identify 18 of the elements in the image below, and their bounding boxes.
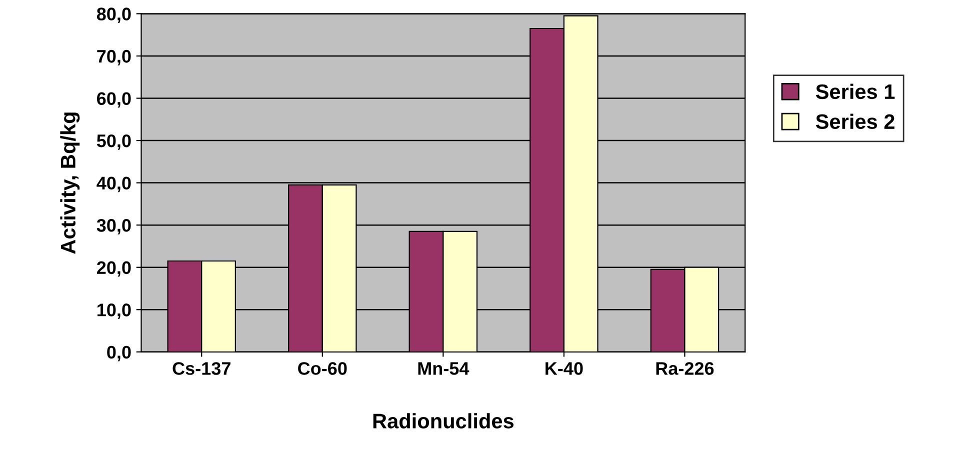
- x-tick-label: Cs-137: [172, 362, 230, 375]
- x-axis-title: Radionuclides: [373, 413, 514, 428]
- x-tick-label: Co-60: [298, 362, 347, 375]
- y-tick-label: 40,0: [96, 176, 131, 192]
- legend-label: Series 1: [816, 84, 895, 100]
- y-tick-label: 50,0: [96, 134, 131, 150]
- legend-label: Series 2: [816, 114, 894, 130]
- y-tick-label: 80,0: [96, 8, 131, 24]
- y-tick-label: 70,0: [97, 50, 131, 66]
- y-tick-label: 10,0: [98, 304, 131, 319]
- x-tick-label: K-40: [546, 362, 583, 375]
- y-tick-label: 60,0: [97, 92, 131, 108]
- x-tick-label: Mn-54: [418, 362, 470, 375]
- x-tick-label: Ra-226: [656, 362, 714, 375]
- y-axis-title: Activity, Bq/kg: [60, 112, 80, 254]
- y-tick-label: 0,0: [107, 346, 131, 362]
- y-tick-label: 30,0: [96, 219, 131, 234]
- y-tick-label: 20,0: [96, 261, 131, 277]
